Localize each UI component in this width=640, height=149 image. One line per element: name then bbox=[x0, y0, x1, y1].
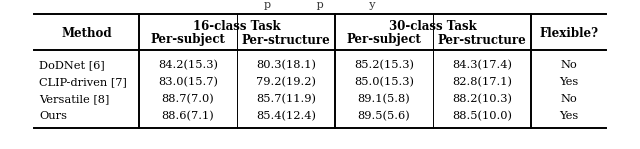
Text: DoDNet [6]: DoDNet [6] bbox=[39, 60, 105, 70]
Text: Per-subject: Per-subject bbox=[347, 34, 421, 46]
Text: 30-class Task: 30-class Task bbox=[389, 21, 477, 34]
Text: 85.0(15.3): 85.0(15.3) bbox=[354, 77, 414, 87]
Text: 88.2(10.3): 88.2(10.3) bbox=[452, 94, 512, 104]
Text: No: No bbox=[560, 60, 577, 70]
Text: 85.7(11.9): 85.7(11.9) bbox=[256, 94, 316, 104]
Text: 84.2(15.3): 84.2(15.3) bbox=[158, 60, 218, 70]
Text: Method: Method bbox=[61, 27, 112, 40]
Text: 83.0(15.7): 83.0(15.7) bbox=[158, 77, 218, 87]
Text: 88.7(7.0): 88.7(7.0) bbox=[162, 94, 214, 104]
Text: Ours: Ours bbox=[39, 111, 67, 121]
Text: 84.3(17.4): 84.3(17.4) bbox=[452, 60, 512, 70]
Text: p             p             y: p p y bbox=[264, 0, 376, 10]
Text: Yes: Yes bbox=[559, 77, 578, 87]
Text: Yes: Yes bbox=[559, 111, 578, 121]
Text: 89.1(5.8): 89.1(5.8) bbox=[358, 94, 410, 104]
Text: CLIP-driven [7]: CLIP-driven [7] bbox=[39, 77, 127, 87]
Text: 88.6(7.1): 88.6(7.1) bbox=[162, 111, 214, 121]
Text: 80.3(18.1): 80.3(18.1) bbox=[256, 60, 316, 70]
Text: Flexible?: Flexible? bbox=[539, 27, 598, 40]
Text: 82.8(17.1): 82.8(17.1) bbox=[452, 77, 512, 87]
Text: 89.5(5.6): 89.5(5.6) bbox=[358, 111, 410, 121]
Text: Per-subject: Per-subject bbox=[150, 34, 225, 46]
Text: 79.2(19.2): 79.2(19.2) bbox=[256, 77, 316, 87]
Text: Per-structure: Per-structure bbox=[242, 34, 330, 46]
Text: 88.5(10.0): 88.5(10.0) bbox=[452, 111, 512, 121]
Text: 16-class Task: 16-class Task bbox=[193, 21, 281, 34]
Text: 85.4(12.4): 85.4(12.4) bbox=[256, 111, 316, 121]
Text: Per-structure: Per-structure bbox=[438, 34, 526, 46]
Text: 85.2(15.3): 85.2(15.3) bbox=[354, 60, 414, 70]
Text: Versatile [8]: Versatile [8] bbox=[39, 94, 109, 104]
Text: No: No bbox=[560, 94, 577, 104]
